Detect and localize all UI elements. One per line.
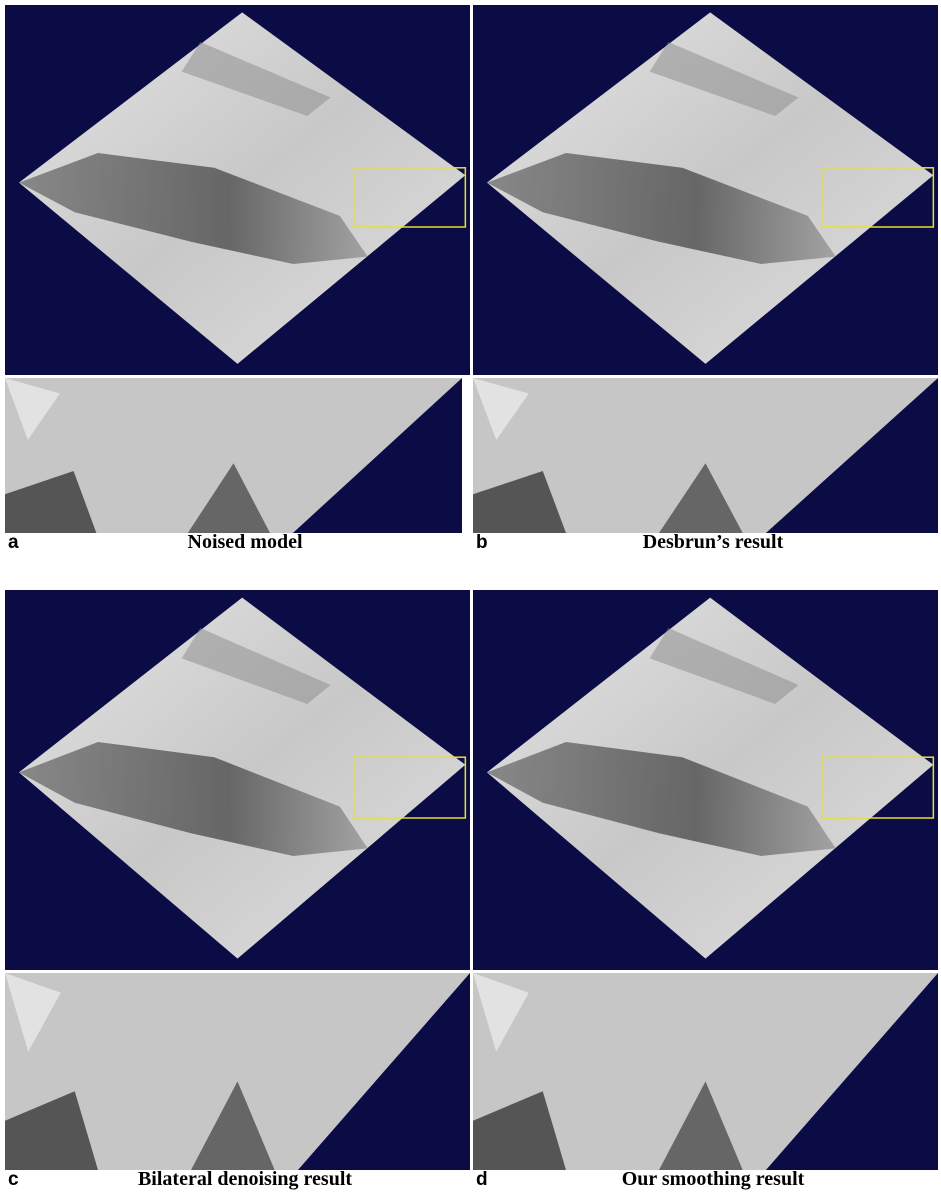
panel [5, 5, 470, 375]
panel [5, 590, 470, 970]
panel-caption: Noised model [188, 531, 303, 553]
panel-caption: Bilateral denoising result [138, 1168, 352, 1190]
panel-letter: d [476, 1169, 488, 1190]
zoom-view [5, 378, 462, 533]
panel-letter: c [8, 1169, 19, 1190]
panel-letter: a [8, 532, 19, 553]
panel-caption: Desbrun’s result [643, 531, 784, 553]
panel [473, 590, 938, 970]
zoom-view [5, 973, 470, 1170]
figure: a Noised model b Desbrun’s result c Bilateral… [0, 0, 941, 1199]
zoom-view [473, 378, 938, 533]
panel [473, 5, 938, 375]
panel-letter: b [476, 532, 488, 553]
zoom-view [473, 973, 938, 1170]
panel-caption: Our smoothing result [622, 1168, 805, 1190]
